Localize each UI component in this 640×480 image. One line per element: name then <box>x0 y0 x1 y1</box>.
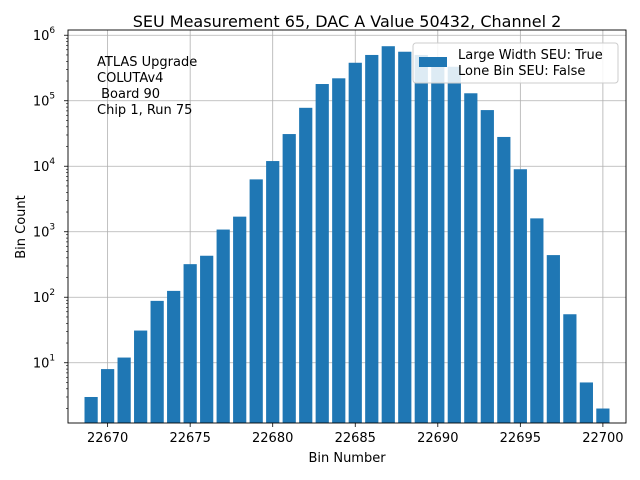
plot-frame <box>67 29 627 424</box>
bar <box>431 59 445 423</box>
x-tick-label: 22700 <box>582 431 623 446</box>
bar <box>167 290 181 423</box>
bar <box>398 51 412 424</box>
y-tick-label: 104 <box>33 157 56 175</box>
x-tick-label: 22680 <box>252 431 293 446</box>
bar <box>150 300 164 423</box>
legend-entry-lone-bin: Lone Bin SEU: False <box>458 64 585 79</box>
bar <box>414 54 428 424</box>
y-axis-ticks: 101 102 103 104 105 106 <box>33 26 68 409</box>
y-tick-label: 105 <box>33 92 55 110</box>
bar <box>101 369 115 423</box>
x-axis-ticks: 22670 22675 22680 22685 22690 22695 22700 <box>87 423 624 446</box>
x-axis-label: Bin Number <box>308 451 386 466</box>
bar <box>134 330 148 423</box>
bar <box>348 62 362 424</box>
bar <box>497 136 511 423</box>
bar <box>233 216 247 423</box>
x-tick-label: 22685 <box>335 431 376 446</box>
legend-box <box>412 42 619 84</box>
annotation-line: COLUTAv4 <box>97 71 163 86</box>
bar <box>315 84 329 423</box>
annotation-line: Chip 1, Run 75 <box>97 103 192 118</box>
bar <box>513 169 527 423</box>
bar <box>84 396 98 423</box>
bar <box>183 264 197 423</box>
bar <box>530 218 544 423</box>
annotation-line: ATLAS Upgrade <box>97 55 197 70</box>
y-axis-label: Bin Count <box>14 195 29 259</box>
y-tick-label: 102 <box>33 288 55 306</box>
bar <box>480 110 494 424</box>
y-tick-label: 106 <box>33 26 56 44</box>
bar <box>596 408 610 423</box>
bar <box>447 66 461 423</box>
bar <box>216 229 230 423</box>
x-tick-label: 22690 <box>417 431 458 446</box>
bar <box>365 54 379 424</box>
bar <box>200 255 214 423</box>
bars <box>84 46 610 424</box>
bar <box>299 107 313 423</box>
bar <box>563 314 577 423</box>
bar <box>117 357 131 423</box>
bar <box>579 382 593 423</box>
bar <box>282 134 296 424</box>
bar <box>266 161 280 423</box>
x-tick-label: 22675 <box>169 431 210 446</box>
bar <box>332 78 346 424</box>
bar <box>464 93 478 424</box>
legend-swatch <box>419 57 447 67</box>
y-tick-label: 103 <box>33 223 55 241</box>
y-tick-label: 101 <box>33 354 55 372</box>
bar <box>381 46 395 424</box>
x-tick-label: 22670 <box>87 431 128 446</box>
bar <box>249 179 263 423</box>
x-tick-label: 22695 <box>500 431 541 446</box>
bar <box>546 255 560 423</box>
annotation-block: ATLAS Upgrade COLUTAv4 Board 90 Chip 1, … <box>97 55 197 118</box>
annotation-line: Board 90 <box>97 87 160 102</box>
chart-title: SEU Measurement 65, DAC A Value 50432, C… <box>133 12 562 31</box>
legend: Large Width SEU: True Lone Bin SEU: Fals… <box>412 42 619 84</box>
legend-entry-large-width: Large Width SEU: True <box>458 48 603 63</box>
